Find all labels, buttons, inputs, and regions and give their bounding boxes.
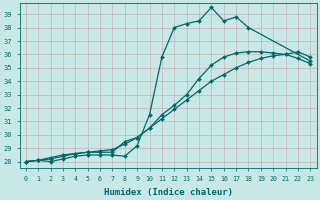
X-axis label: Humidex (Indice chaleur): Humidex (Indice chaleur)	[104, 188, 233, 197]
